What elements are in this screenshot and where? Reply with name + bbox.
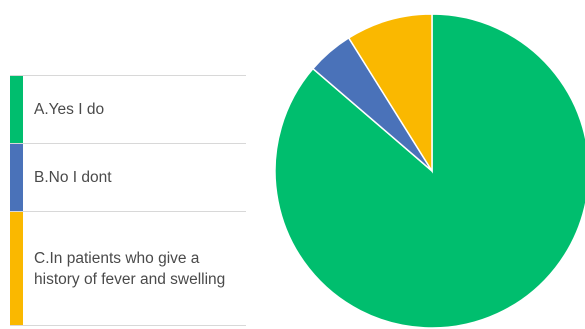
legend-item-no[interactable]: B.No I dont: [10, 144, 246, 212]
pie-slice-yes[interactable]: [274, 13, 585, 329]
pie-slice-fever[interactable]: [347, 13, 433, 174]
legend-label-yes: A.Yes I do: [34, 101, 105, 118]
legend-swatch-yes: [10, 76, 23, 143]
legend-item-fever[interactable]: C.In patients who give a history of feve…: [10, 212, 246, 326]
chart-legend: A.Yes I do B.No I dont C.In patients who…: [10, 75, 246, 326]
legend-swatch-no: [10, 144, 23, 211]
legend-label-no: B.No I dont: [34, 169, 112, 186]
legend-swatch-fever: [10, 212, 23, 325]
pie-chart: [274, 13, 585, 329]
legend-item-yes[interactable]: A.Yes I do: [10, 76, 246, 144]
legend-label-fever: C.In patients who give a history of feve…: [34, 249, 226, 288]
